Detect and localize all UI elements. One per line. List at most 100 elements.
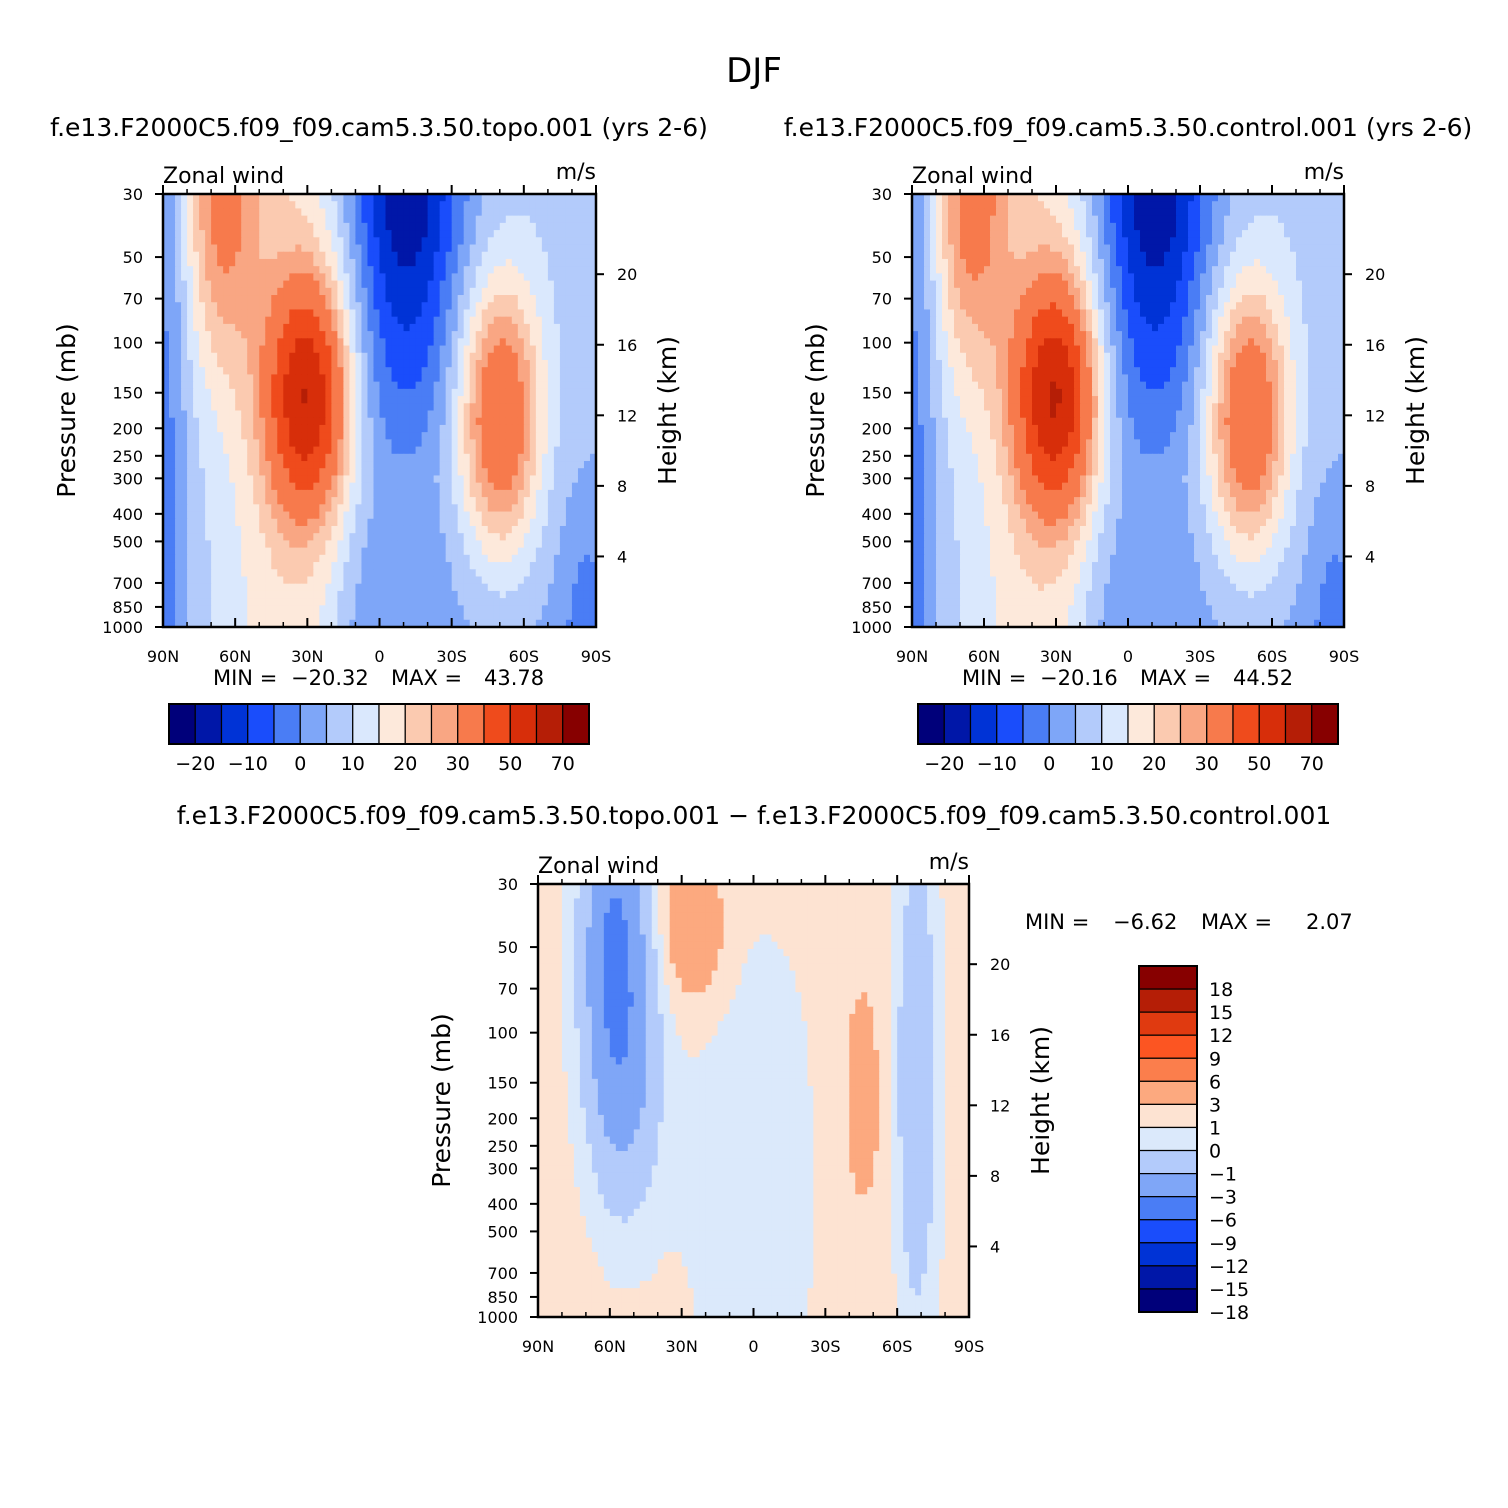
contour-cell (271, 309, 278, 318)
contour-cell (367, 461, 375, 469)
contour-cell (391, 208, 399, 217)
contour-cell (235, 410, 242, 419)
contour-cell (475, 482, 483, 491)
contour-cell (319, 309, 326, 318)
contour-cell (397, 511, 405, 520)
contour-cell (1200, 194, 1207, 202)
contour-cell (421, 381, 429, 390)
contour-cell (553, 222, 561, 231)
contour-cell (403, 381, 411, 390)
contour-cell (403, 583, 411, 592)
contour-cell (535, 388, 543, 397)
contour-cell (277, 287, 284, 296)
contour-cell (571, 237, 579, 246)
contour-cell (427, 525, 435, 534)
contour-cell (313, 323, 320, 332)
contour-cell (175, 424, 182, 433)
contour-cell (175, 215, 182, 224)
contour-cell (499, 295, 507, 303)
contour-cell (205, 446, 212, 455)
contour-cell (355, 381, 363, 390)
contour-cell (1224, 215, 1231, 224)
contour-cell (511, 266, 519, 274)
contour-cell (559, 432, 567, 440)
contour-cell (397, 605, 405, 614)
contour-cell (469, 273, 477, 282)
contour-cell (169, 367, 176, 376)
contour-cell (295, 273, 302, 282)
contour-cell (1098, 215, 1105, 224)
contour-cell (972, 215, 979, 224)
contour-cell (181, 590, 188, 599)
contour-cell (373, 302, 381, 311)
contour-cell (427, 280, 435, 289)
contour-cell (187, 489, 194, 498)
contour-cell (1074, 194, 1081, 202)
contour-cell (199, 482, 206, 491)
contour-cell (283, 273, 290, 282)
contour-cell (265, 345, 272, 354)
contour-cell (978, 194, 985, 202)
contour-cell (277, 525, 284, 534)
contour-cell (445, 583, 453, 592)
contour-cell (211, 403, 218, 412)
contour-cell (175, 562, 182, 570)
contour-cell (373, 605, 381, 614)
contour-cell (487, 244, 495, 253)
contour-cell (589, 533, 597, 541)
contour-cell (421, 554, 429, 563)
contour-cell (427, 410, 435, 419)
contour-cell (511, 533, 519, 541)
contour-cell (517, 605, 525, 614)
contour-cell (373, 230, 381, 238)
contour-cell (421, 338, 429, 347)
contour-cell (1176, 201, 1183, 210)
contour-cell (978, 215, 985, 224)
contour-cell (493, 230, 501, 238)
contour-cell (547, 381, 555, 390)
contour-cell (535, 302, 543, 311)
contour-cell (493, 266, 501, 274)
contour-cell (535, 518, 543, 527)
contour-cell (1320, 230, 1327, 238)
contour-cell (523, 208, 531, 217)
contour-cell (433, 468, 441, 477)
contour-cell (235, 453, 242, 462)
contour-cell (307, 208, 314, 217)
contour-cell (349, 359, 357, 368)
contour-cell (181, 518, 188, 527)
contour-cell (505, 258, 513, 267)
contour-cell (427, 323, 435, 332)
contour-cell (379, 201, 387, 210)
contour-cell (505, 367, 513, 376)
contour-cell (253, 208, 260, 217)
contour-cell (169, 230, 176, 238)
contour-cell (451, 461, 459, 469)
contour-cell (1002, 208, 1009, 217)
contour-cell (175, 497, 182, 505)
contour-cell (577, 338, 585, 347)
contour-cell (319, 287, 326, 296)
contour-cell (529, 533, 537, 541)
contour-cell (295, 432, 302, 440)
contour-cell (373, 453, 381, 462)
contour-cell (193, 201, 200, 210)
contour-cell (307, 237, 314, 246)
contour-cell (577, 230, 585, 238)
contour-cell (463, 612, 471, 621)
contour-cell (277, 367, 284, 376)
contour-cell (583, 569, 591, 578)
contour-cell (433, 302, 441, 311)
contour-cell (229, 331, 236, 339)
contour-cell (529, 598, 537, 606)
contour-cell (235, 424, 242, 433)
contour-cell (253, 359, 260, 368)
contour-cell (487, 598, 495, 606)
contour-cell (469, 331, 477, 339)
contour-cell (571, 525, 579, 534)
contour-cell (391, 352, 399, 361)
contour-cell (283, 417, 290, 426)
contour-cell (559, 194, 567, 202)
contour-cell (427, 583, 435, 592)
contour-cell (457, 309, 465, 318)
